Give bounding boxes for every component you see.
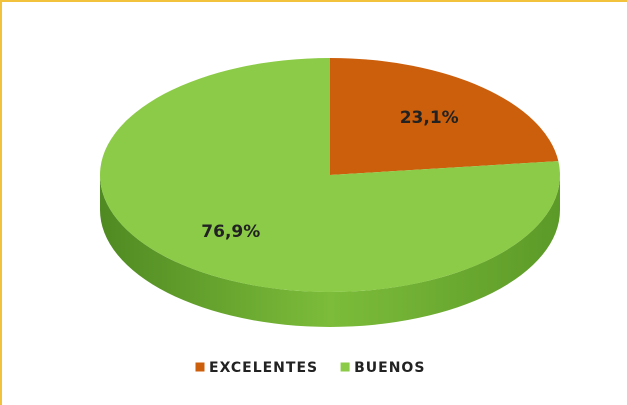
legend: EXCELENTES BUENOS bbox=[194, 360, 425, 376]
data-label: 76,9% bbox=[201, 222, 260, 242]
legend-swatch bbox=[194, 361, 206, 373]
pie: 23,1% 76,9% bbox=[99, 58, 561, 327]
legend-swatch bbox=[339, 361, 351, 373]
data-label: 23,1% bbox=[400, 108, 459, 128]
legend-label: BUENOS bbox=[354, 360, 425, 376]
pie-side bbox=[100, 175, 560, 327]
legend-label: EXCELENTES bbox=[209, 360, 318, 376]
pie-slice bbox=[99, 58, 561, 292]
pie-slice bbox=[330, 58, 559, 175]
